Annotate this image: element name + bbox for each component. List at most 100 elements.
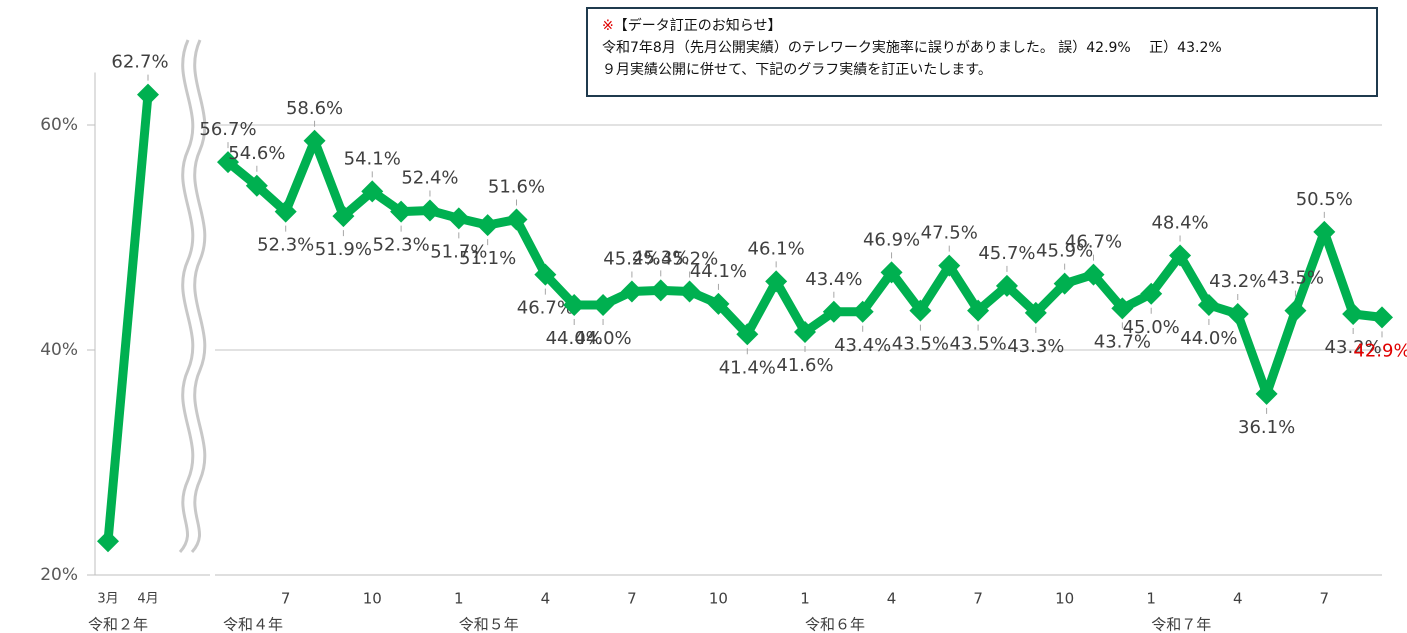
data-label: 51.9% <box>315 239 372 260</box>
marker <box>332 205 355 228</box>
marker <box>534 263 557 286</box>
year-label: 令和４年 <box>223 616 283 633</box>
x-tick-label: 4 <box>1233 590 1243 608</box>
data-label: 54.6% <box>228 143 285 164</box>
y-tick-label: 40% <box>40 340 78 360</box>
marker <box>707 292 730 315</box>
marker <box>1284 299 1307 322</box>
marker <box>620 280 643 303</box>
x-tick-label: 4 <box>887 590 897 608</box>
marker <box>476 214 499 237</box>
data-label: 46.9% <box>863 229 920 250</box>
data-label: 50.5% <box>1296 189 1353 210</box>
marker <box>1313 220 1336 243</box>
marker <box>995 274 1018 297</box>
marker <box>274 200 297 223</box>
data-label: 51.7% <box>430 241 487 262</box>
data-label: 52.3% <box>373 235 430 256</box>
notice-line: ９月実績公開に併せて、下記のグラフ実績を訂正いたします。 <box>602 62 992 78</box>
notice-line: 令和7年8月（先月公開実績）のテレワーク実施率に誤りがありました。 誤）42.9… <box>602 40 1222 56</box>
marker <box>217 151 239 174</box>
data-label: 45.9% <box>1036 241 1093 262</box>
x-tick-label: 7 <box>627 590 637 608</box>
y-tick-label: 60% <box>40 115 78 135</box>
x-tick-label: 10 <box>709 590 728 608</box>
notice-box: ※【データ訂正のお知らせ】 令和7年8月（先月公開実績）のテレワーク実施率に誤り… <box>586 7 1378 97</box>
x-tick-label: 7 <box>1320 590 1330 608</box>
marker <box>97 530 119 553</box>
year-label: 令和５年 <box>459 616 519 633</box>
data-label: 45.2% <box>661 249 718 270</box>
marker <box>1255 382 1278 405</box>
marker <box>447 207 470 230</box>
year-label: 令和７年 <box>1151 616 1211 633</box>
data-label: 43.5% <box>892 334 949 355</box>
marker <box>1053 272 1076 295</box>
marker <box>967 299 990 322</box>
x-tick-label: 10 <box>363 590 382 608</box>
x-tick-label: 7 <box>281 590 291 608</box>
marker <box>1226 303 1249 325</box>
data-label: 45.2% <box>603 249 660 270</box>
data-label: 44.0% <box>546 328 603 349</box>
notice-title: ※【データ訂正のお知らせ】 <box>602 15 1362 37</box>
data-label: 46.1% <box>748 238 805 259</box>
notice-mark: ※ <box>602 18 614 34</box>
x-tick-label: 1 <box>1146 590 1156 608</box>
marker <box>1082 263 1105 286</box>
series-line <box>103 94 153 542</box>
marker <box>909 299 932 322</box>
marker <box>303 129 326 152</box>
data-label: 44.1% <box>690 261 747 282</box>
x-tick-label: 1 <box>454 590 464 608</box>
marker <box>1197 294 1220 316</box>
data-label: 54.1% <box>344 148 401 169</box>
marker <box>390 200 413 223</box>
data-label: 48.4% <box>1151 213 1208 234</box>
marker <box>1024 301 1047 324</box>
data-label: 58.6% <box>286 98 343 119</box>
data-label: 43.5% <box>950 334 1007 355</box>
marker <box>765 270 788 293</box>
notice-title-text: 【データ訂正のお知らせ】 <box>613 18 782 34</box>
marker <box>938 254 961 277</box>
data-label: 41.4% <box>719 357 776 378</box>
data-label: 43.4% <box>805 269 862 290</box>
data-label: 44.0% <box>574 328 631 349</box>
x-tick-label: 1 <box>800 590 810 608</box>
marker <box>1140 282 1163 305</box>
data-label: 52.3% <box>257 235 314 256</box>
data-label: 51.1% <box>459 248 516 269</box>
marker <box>563 294 586 316</box>
data-label: 43.2% <box>1209 271 1266 292</box>
data-label: 52.4% <box>401 168 458 189</box>
marker <box>794 321 816 343</box>
marker <box>1111 297 1134 320</box>
marker <box>361 180 384 203</box>
break-line <box>190 39 207 554</box>
marker <box>592 294 615 316</box>
year-label: 令和２年 <box>88 616 148 633</box>
data-label: 43.3% <box>1007 336 1064 357</box>
data-label: 45.0% <box>1123 317 1180 338</box>
marker <box>736 323 759 346</box>
marker <box>245 174 268 197</box>
data-label: 51.6% <box>488 177 545 198</box>
marker <box>851 300 874 323</box>
marker <box>137 83 159 106</box>
data-label: 43.2% <box>1325 337 1382 358</box>
data-label: 46.7% <box>517 298 574 319</box>
break-line <box>178 39 195 554</box>
data-label: 44.0% <box>1180 328 1237 349</box>
data-label: 46.7% <box>1065 232 1122 253</box>
marker <box>822 300 845 323</box>
x-tick-label: 7 <box>973 590 983 608</box>
data-label: 56.7% <box>199 119 256 140</box>
axis-break <box>178 39 207 554</box>
data-label: 43.5% <box>1267 268 1324 289</box>
data-label: 42.9% <box>1353 340 1407 361</box>
data-label: 45.7% <box>978 243 1035 264</box>
